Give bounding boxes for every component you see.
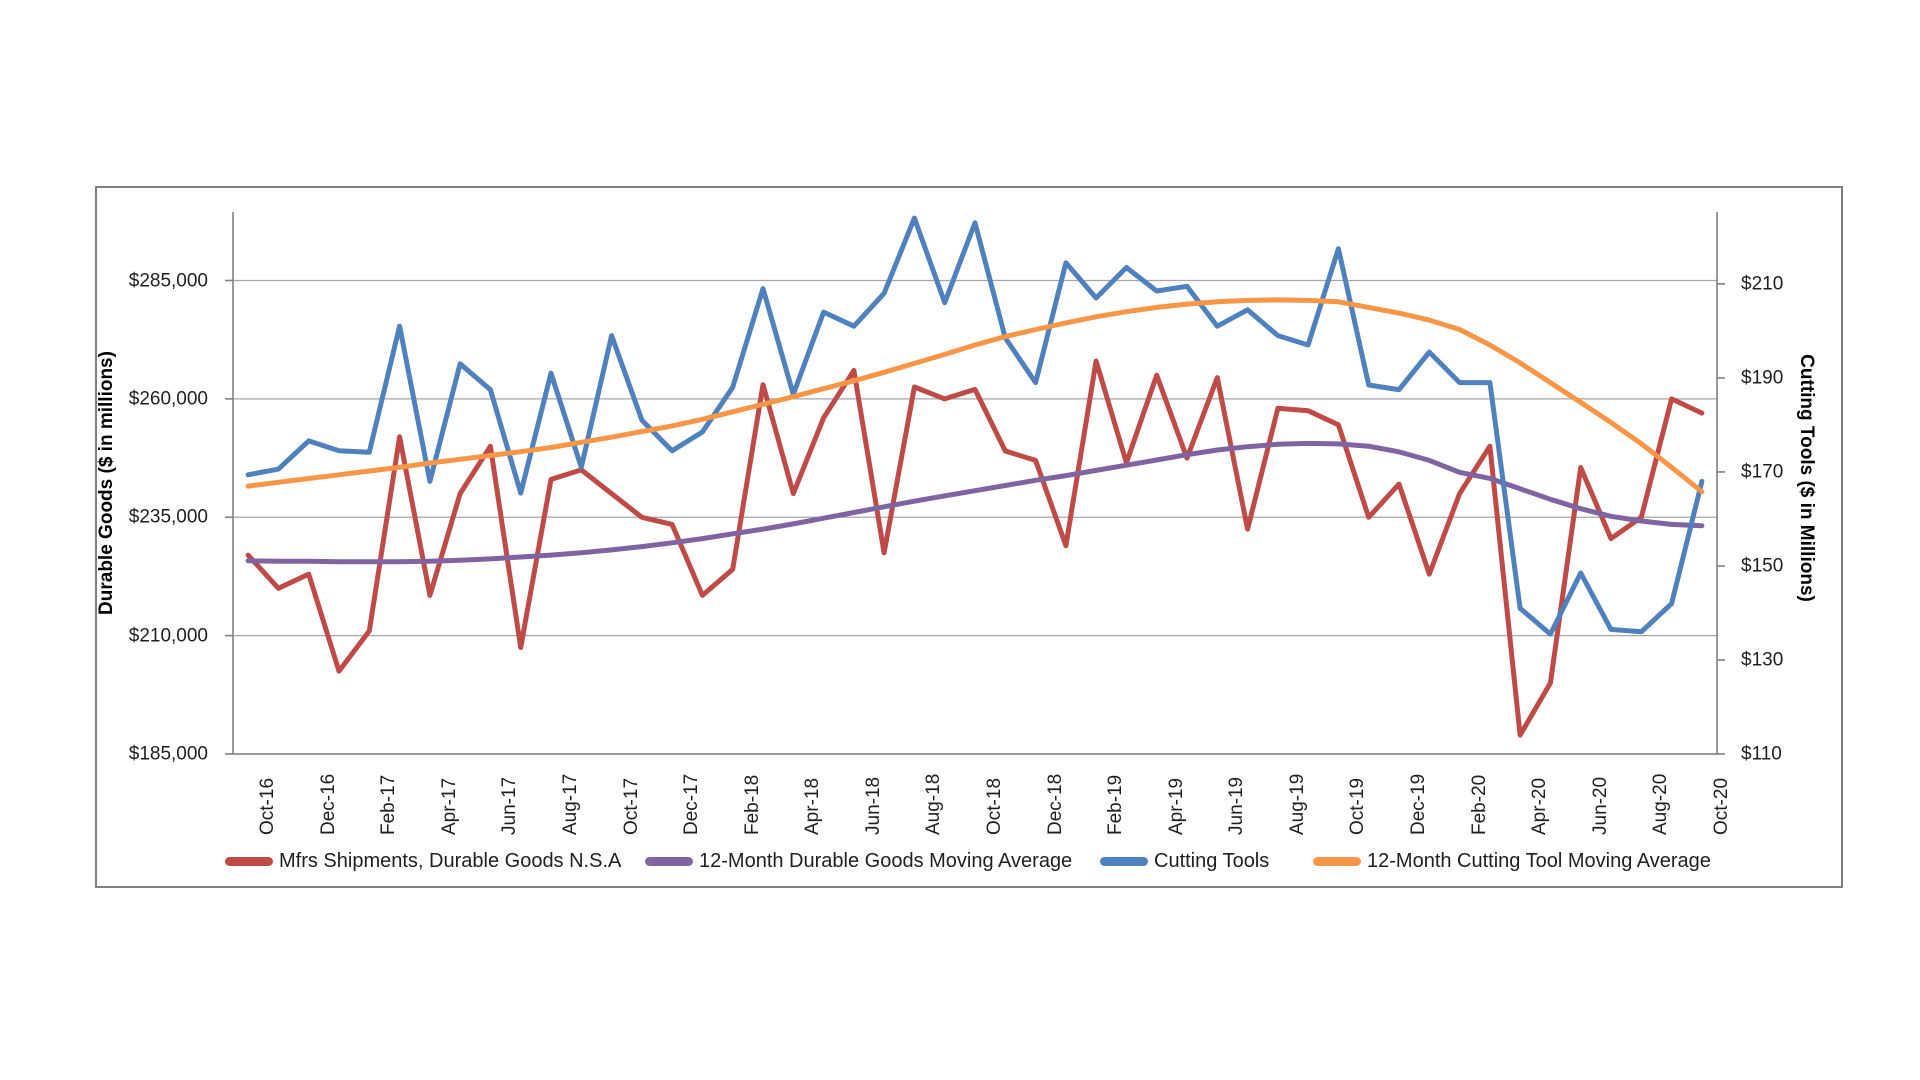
x-axis-label: Oct-16 <box>257 777 279 835</box>
x-axis-label: Feb-20 <box>1468 774 1490 835</box>
right-axis-tick-label: $170 <box>1741 461 1784 483</box>
x-axis-label: Dec-18 <box>1044 773 1066 835</box>
left-axis-title: Durable Goods ($ in millions) <box>96 351 117 615</box>
right-axis-tick-label: $150 <box>1741 555 1784 577</box>
x-axis-label: Jun-17 <box>499 776 521 835</box>
legend-item: Mfrs Shipments, Durable Goods N.S.A <box>225 850 621 872</box>
x-axis-label: Feb-19 <box>1105 774 1127 835</box>
legend-label: 12-Month Cutting Tool Moving Average <box>1367 849 1711 872</box>
x-axis-label: Jun-20 <box>1589 776 1611 835</box>
x-axis-label: Jun-19 <box>1226 776 1248 835</box>
x-axis-label: Dec-16 <box>317 773 339 835</box>
left-axis-tick-label: $285,000 <box>128 270 208 291</box>
x-axis-label: Aug-17 <box>560 773 581 835</box>
x-axis-label: Apr-19 <box>1165 777 1187 835</box>
legend-label: Mfrs Shipments, Durable Goods N.S.A <box>279 849 622 872</box>
right-axis-tick-label: $190 <box>1741 367 1784 389</box>
legend-label: 12-Month Durable Goods Moving Average <box>699 849 1073 872</box>
x-axis-label: Aug-20 <box>1650 773 1672 835</box>
x-axis-label: Feb-17 <box>378 774 400 835</box>
series-line-12-month-cutting-tool-moving-average <box>245 297 1705 495</box>
x-axis-label: Oct-17 <box>620 777 642 835</box>
legend-item: 12-Month Cutting Tool Moving Average <box>1313 850 1711 872</box>
legend-swatch-icon <box>1313 856 1361 866</box>
x-axis-label: Oct-19 <box>1347 777 1369 835</box>
left-axis-tick-label: $185,000 <box>128 743 208 765</box>
legend-item: 12-Month Durable Goods Moving Average <box>645 850 1072 872</box>
legend-item: Cutting Tools <box>1100 850 1269 872</box>
right-axis-tick-label: $110 <box>1741 743 1782 765</box>
series-line-12-month-durable-goods-moving-average <box>245 440 1705 565</box>
x-axis-label: Apr-18 <box>802 777 824 835</box>
x-axis-label: Aug-19 <box>1286 773 1308 835</box>
x-axis-label: Oct-20 <box>1710 777 1732 835</box>
series-line-cutting-tools <box>245 215 1705 637</box>
left-axis-tick-label: $235,000 <box>128 506 208 528</box>
left-axis-tick-label: $210,000 <box>128 625 208 647</box>
series-line-mfrs-shipments-durable-goods-n-s-a <box>245 358 1705 738</box>
legend-swatch-icon <box>1100 856 1148 866</box>
right-axis-tick-label: $130 <box>1741 649 1784 671</box>
x-axis-label: Feb-18 <box>741 774 763 835</box>
x-axis-label: Oct-18 <box>984 777 1005 835</box>
x-axis-label: Aug-18 <box>923 773 945 835</box>
x-axis-label: Apr-20 <box>1529 777 1551 835</box>
right-axis-tick-label: $210 <box>1741 273 1784 295</box>
right-axis-title: Cutting Tools ($ in Millions) <box>1796 354 1817 602</box>
left-axis-tick-label: $260,000 <box>128 388 208 410</box>
x-axis-label: Dec-19 <box>1408 773 1429 835</box>
legend-label: Cutting Tools <box>1154 849 1270 872</box>
legend-swatch-icon <box>225 856 273 866</box>
legend-swatch-icon <box>645 856 693 866</box>
x-axis-label: Apr-17 <box>438 777 460 835</box>
x-axis-label: Dec-17 <box>681 773 703 835</box>
x-axis-label: Jun-18 <box>862 776 884 835</box>
